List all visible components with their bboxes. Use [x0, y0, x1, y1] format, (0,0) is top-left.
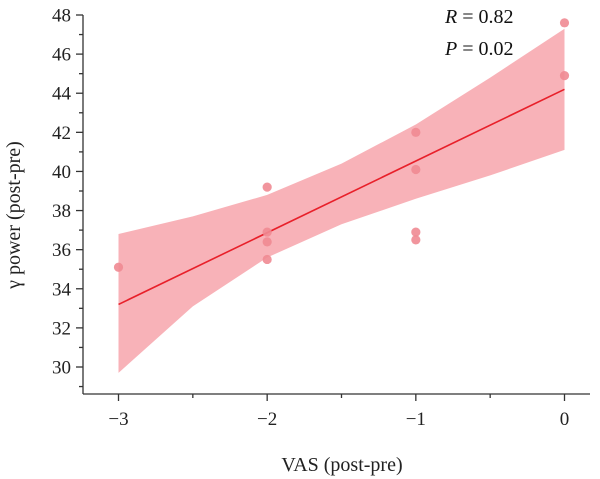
x-tick-label: −3 [108, 409, 128, 430]
x-tick-label: −1 [406, 409, 426, 430]
data-point [262, 254, 272, 265]
y-tick-label: 46 [52, 45, 71, 66]
y-tick-label: 38 [52, 201, 71, 222]
data-point [559, 71, 570, 81]
y-axis-title: γ power (post-pre) [3, 141, 25, 290]
fit-line-layer [118, 88, 565, 306]
data-point [411, 127, 421, 137]
data-point [411, 227, 421, 237]
y-tick-label: 48 [52, 6, 71, 27]
x-tick-label: −2 [257, 409, 277, 430]
p-value: = 0.02 [457, 38, 513, 60]
y-tick-label: 30 [52, 358, 71, 379]
confidence-band-layer [118, 28, 565, 373]
data-point [262, 237, 272, 247]
p-stat-label: P = 0.02 [444, 38, 514, 60]
data-point [559, 18, 570, 28]
data-point [411, 235, 421, 245]
y-tick-label: 40 [52, 162, 71, 183]
regression-line [118, 88, 565, 306]
p-symbol: P [444, 38, 457, 60]
data-point [113, 262, 124, 272]
r-value: = 0.82 [457, 6, 513, 28]
confidence-band [118, 28, 565, 373]
data-point [262, 182, 272, 192]
x-axis-title: VAS (post-pre) [281, 454, 402, 476]
y-tick-label: 44 [52, 84, 72, 105]
axes [82, 15, 590, 395]
data-point [411, 164, 421, 175]
ticks: 30 32 34 36 38 40 42 44 46 48 −3 −2 −1 0 [52, 6, 569, 431]
data-point [262, 227, 272, 237]
r-stat-label: R = 0.82 [444, 6, 514, 28]
y-tick-label: 36 [52, 240, 71, 261]
data-points-layer [113, 18, 570, 272]
y-tick-label: 42 [52, 123, 71, 144]
y-tick-label: 34 [52, 279, 72, 300]
x-tick-label: 0 [560, 409, 570, 430]
y-tick-label: 32 [52, 318, 71, 339]
r-symbol: R [444, 6, 457, 28]
